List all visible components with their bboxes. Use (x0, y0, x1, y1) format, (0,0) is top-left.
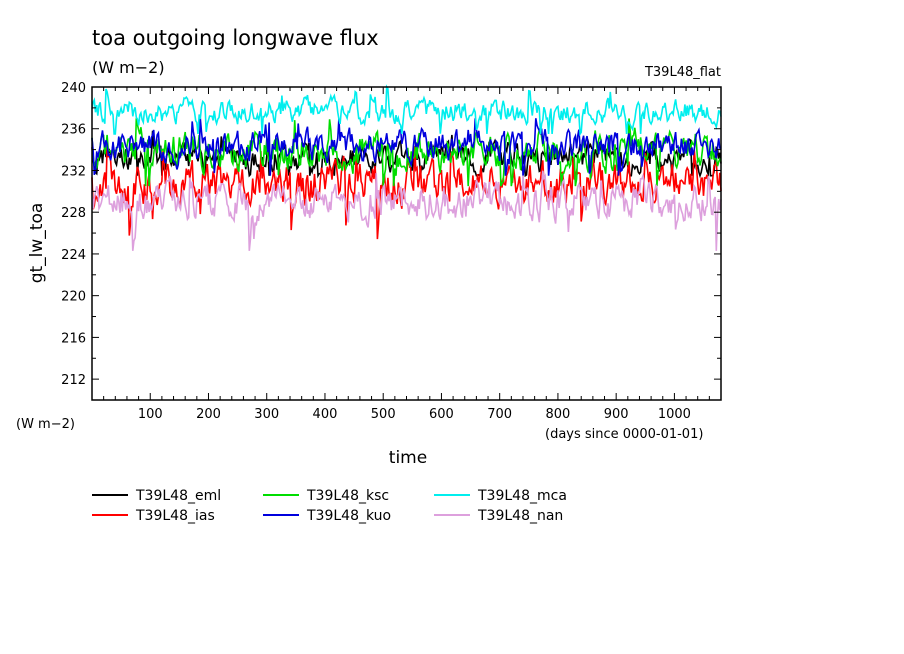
x-tick-label: 800 (546, 407, 571, 422)
legend-label: T39L48_kuo (306, 508, 391, 524)
chart-units: (W m−2) (92, 58, 165, 77)
series-layer (91, 84, 722, 251)
x-tick-label: 600 (429, 407, 454, 422)
y-tick-label: 240 (61, 81, 86, 96)
chart-title: toa outgoing longwave flux (92, 26, 379, 50)
x-tick-label: 1000 (658, 407, 691, 422)
x-axis-units: (days since 0000-01-01) (545, 427, 703, 442)
x-axis-title: time (389, 448, 427, 468)
y-axis-title: gt_lw_toa (27, 203, 47, 284)
series-line-T39L48_kuo (91, 118, 722, 176)
x-tick-label: 400 (313, 407, 338, 422)
legend-item-T39L48_mca: T39L48_mca (434, 488, 567, 504)
legend-item-T39L48_kuo: T39L48_kuo (263, 508, 391, 524)
y-tick-label: 236 (61, 123, 86, 138)
legend-item-T39L48_nan: T39L48_nan (434, 508, 563, 524)
y-tick-label: 220 (61, 290, 86, 305)
legend: T39L48_eml T39L48_ias T39L48_ksc T39L48_kuo… (92, 488, 567, 524)
legend-label: T39L48_eml (135, 488, 221, 504)
y-tick-label: 232 (61, 164, 86, 179)
x-tick-label: 300 (254, 407, 279, 422)
legend-label: T39L48_nan (477, 508, 563, 524)
y-tick-label: 224 (61, 248, 86, 263)
legend-item-T39L48_eml: T39L48_eml (92, 488, 221, 504)
y-axis-units: (W m−2) (16, 417, 75, 432)
x-tick-label: 200 (196, 407, 221, 422)
series-line-T39L48_ksc (91, 118, 722, 187)
x-tick-label: 900 (604, 407, 629, 422)
x-tick-label: 500 (371, 407, 396, 422)
legend-label: T39L48_mca (477, 488, 567, 504)
legend-item-T39L48_ias: T39L48_ias (92, 508, 215, 524)
legend-item-T39L48_ksc: T39L48_ksc (263, 488, 389, 504)
legend-label: T39L48_ksc (306, 488, 389, 504)
legend-label: T39L48_ias (135, 508, 215, 524)
x-tick-label: 100 (138, 407, 163, 422)
series-line-T39L48_mca (91, 84, 722, 137)
y-tick-label: 228 (61, 206, 86, 221)
run-label: T39L48_flat (644, 65, 721, 80)
y-tick-label: 216 (61, 331, 86, 346)
y-tick-label: 212 (61, 373, 86, 388)
x-tick-label: 700 (487, 407, 512, 422)
axis-layer: 100 200 300 400 500 600 700 800 900 1000 212 216 220… (61, 81, 722, 422)
series-line-T39L48_nan (91, 170, 722, 251)
